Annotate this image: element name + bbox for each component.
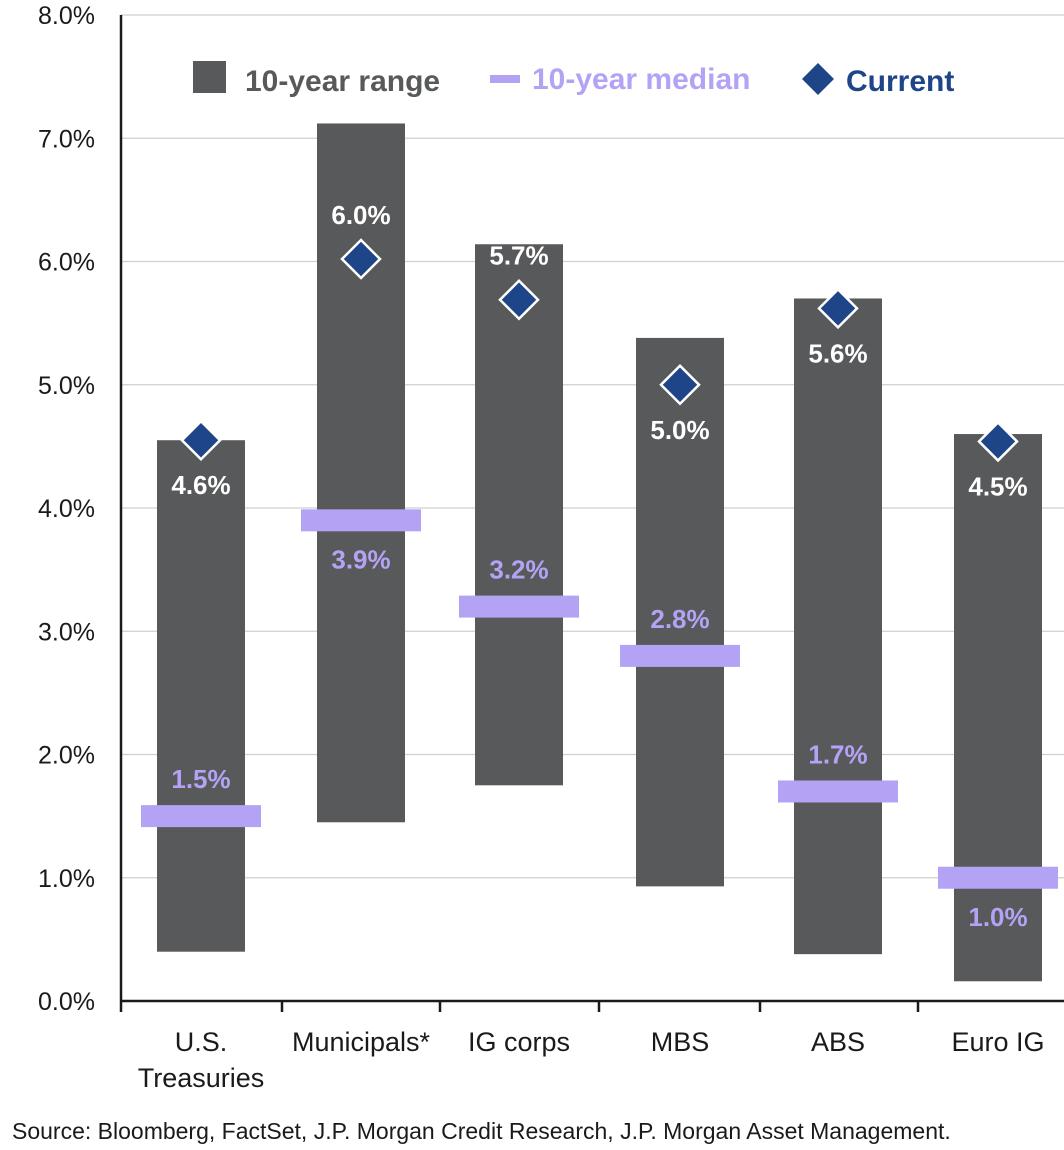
- median-marker: [301, 509, 421, 532]
- current-label: 4.5%: [968, 471, 1027, 501]
- legend-current-swatch: [802, 63, 834, 95]
- y-tick-label: 7.0%: [38, 125, 95, 153]
- y-tick-label: 2.0%: [38, 742, 95, 770]
- y-tick-label: 5.0%: [38, 372, 95, 400]
- legend-range-label: 10-year range: [245, 65, 440, 98]
- median-label: 3.9%: [331, 544, 390, 574]
- legend-range-swatch: [193, 61, 226, 93]
- x-category-label: Municipals*: [292, 1027, 431, 1057]
- y-tick-label: 4.0%: [38, 495, 95, 523]
- source-note: Source: Bloomberg, FactSet, J.P. Morgan …: [12, 1118, 951, 1144]
- range-bar: [954, 434, 1042, 982]
- yield-range-chart: 0.0% 1.0% 2.0% 3.0% 4.0% 5.0% 6.0% 7.0% 8.0% 1.5%…: [38, 2, 1064, 1093]
- median-label: 2.8%: [650, 604, 709, 634]
- current-label: 4.6%: [171, 470, 230, 500]
- current-label: 5.0%: [650, 415, 709, 445]
- x-category-label: IG corps: [468, 1027, 570, 1057]
- median-marker: [938, 866, 1058, 889]
- current-marker: [817, 287, 859, 330]
- median-marker: [778, 780, 898, 803]
- y-tick-label: 6.0%: [38, 249, 95, 277]
- y-tick-label: 0.0%: [38, 988, 95, 1016]
- median-label: 1.7%: [808, 739, 867, 769]
- median-marker: [620, 644, 740, 667]
- current-label: 5.6%: [808, 338, 867, 368]
- median-marker: [141, 805, 261, 828]
- range-bar: [157, 440, 245, 952]
- range-bar: [636, 337, 724, 887]
- legend-median-swatch: [490, 75, 520, 83]
- median-marker: [459, 595, 579, 618]
- current-marker: [977, 420, 1019, 463]
- current-marker: [180, 419, 222, 461]
- current-marker: [659, 363, 701, 406]
- y-tick-label: 1.0%: [38, 865, 95, 893]
- y-tick-label: 3.0%: [38, 618, 95, 646]
- current-label: 5.7%: [489, 241, 548, 271]
- x-category-label: ABS: [811, 1027, 865, 1057]
- median-label: 1.5%: [171, 764, 230, 794]
- x-category-label: MBS: [651, 1027, 710, 1057]
- x-category-label: Euro IG: [951, 1027, 1044, 1057]
- y-tick-label: 8.0%: [38, 2, 95, 30]
- range-bar: [794, 298, 882, 955]
- x-category-label: Treasuries: [138, 1063, 265, 1093]
- current-marker: [340, 238, 382, 280]
- median-label: 1.0%: [968, 902, 1027, 932]
- current-marker: [498, 278, 540, 321]
- range-bar: [475, 244, 563, 786]
- median-label: 3.2%: [489, 555, 548, 585]
- legend-median-label: 10-year median: [532, 63, 750, 96]
- current-label: 6.0%: [331, 200, 390, 230]
- legend-current-label: Current: [846, 65, 954, 98]
- x-category-label: U.S.: [175, 1027, 228, 1057]
